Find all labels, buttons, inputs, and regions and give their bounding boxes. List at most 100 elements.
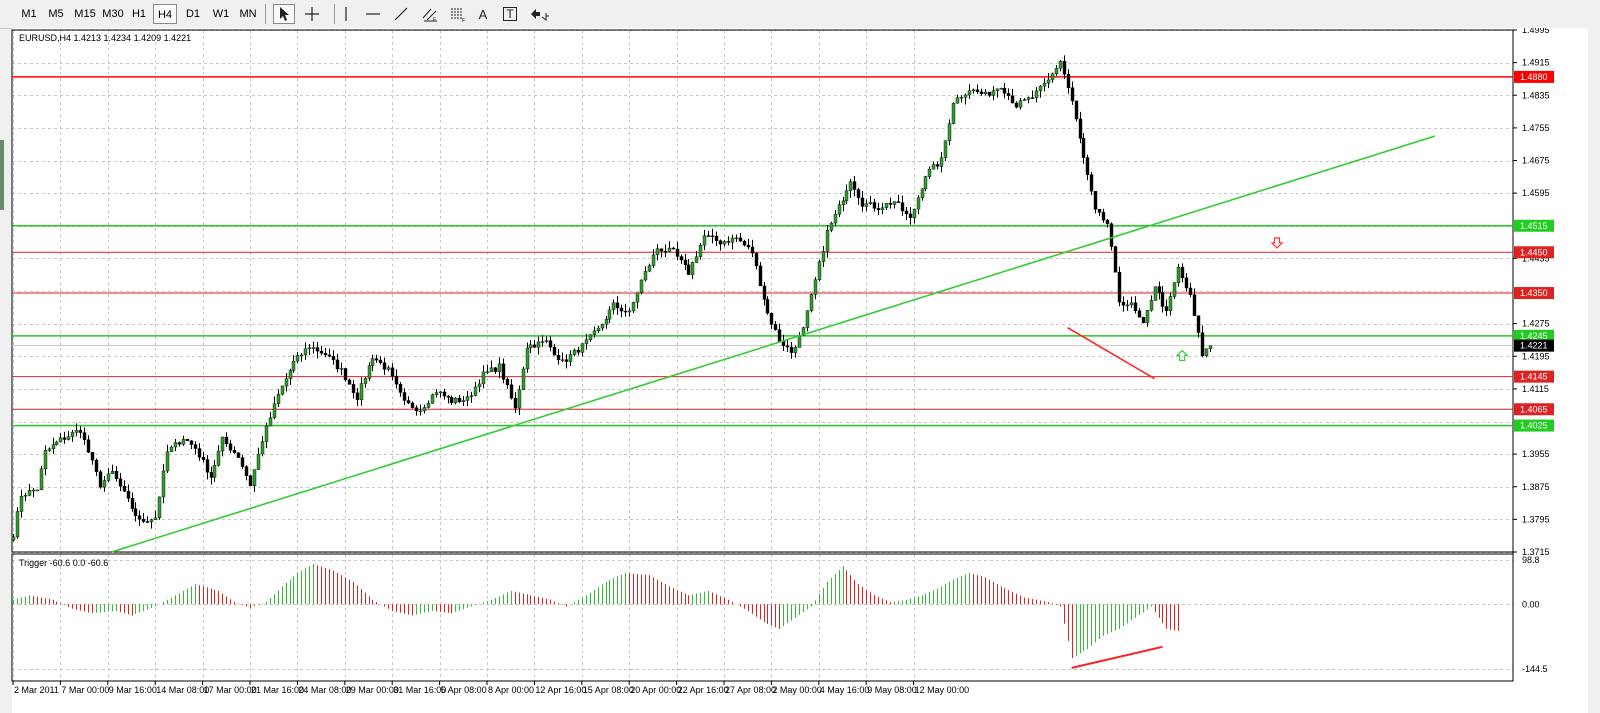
price-axis-label: 1.3955 [1522,449,1550,459]
time-axis-label: 14 Mar 08:00 [156,685,209,695]
candle-body [754,252,759,267]
candle-body [829,222,834,231]
candle-body [422,407,427,412]
candle-body [303,348,308,356]
candle-body [449,397,454,404]
candle-body [935,164,940,167]
price-axis-label: 1.4115 [1522,384,1549,394]
timeframe-d1-button[interactable]: D1 [185,8,201,20]
candle-body [1002,88,1007,94]
candle-body [923,176,928,190]
candle-body [675,248,680,257]
sell-arrow-icon[interactable] [1270,237,1284,249]
time-axis-label: 22 Apr 16:00 [678,685,729,695]
candle-body [173,442,178,448]
timeframe-h4-button[interactable]: H4 [153,4,177,24]
equidistant-channel-tool-button[interactable]: E [419,4,441,24]
candle-body [801,327,806,336]
candle-body [979,91,984,95]
timeframe-w1-button[interactable]: W1 [212,8,230,20]
candle-body [892,201,897,205]
svg-text:E: E [433,17,437,22]
timeframe-h1-button[interactable]: H1 [131,8,147,20]
candle-body [386,367,391,370]
candle-body [655,248,660,256]
timeframe-m30-button[interactable]: M30 [102,8,124,20]
price-divergence-line[interactable] [1067,327,1155,380]
text-tool-button[interactable]: A [472,4,494,24]
candle-body [576,349,581,353]
arrows-tool-button[interactable] [529,4,551,24]
candle-body [74,430,79,433]
candle-body [730,237,735,243]
trendline-tool-button[interactable] [390,4,412,24]
uptrend-line[interactable] [111,135,1436,553]
candle-body [987,91,992,96]
candle-body [501,363,506,380]
chart-window[interactable]: 1.4995 1.4915 1.4835 1.4755 1.4675 1.4595 1.44… [0,28,1600,713]
price-axis-label: 1.4275 [1522,319,1550,329]
candle-body [900,202,905,212]
level-label-box [1514,70,1554,83]
candle-body [264,425,269,442]
candle-body [580,343,585,353]
candle-body [1022,99,1027,101]
candle-body [47,448,52,451]
candle-body [789,346,794,353]
candle-body [722,241,727,245]
candle-body [288,370,293,379]
candle-body [197,448,202,458]
candle-body [943,140,948,158]
candle-body [833,213,838,224]
fibonacci-tool-button[interactable]: F [447,4,469,24]
candle-body [947,123,952,141]
candle-body [920,188,925,198]
indicator-divergence-line[interactable] [1071,645,1163,669]
candle-body [244,466,249,476]
candle-body [240,457,245,467]
level-label: 1.4245 [1520,331,1548,341]
candle-body [216,450,221,466]
candle-body [457,397,462,403]
cursor-tool-button[interactable] [273,4,295,24]
horizontal-line-tool-button[interactable] [362,4,384,24]
candle-body [773,324,778,330]
level-label: 1.4450 [1520,247,1548,257]
price-axis-label: 1.4195 [1522,351,1550,361]
candle-body [51,444,56,449]
candle-body [635,292,640,303]
candle-body [406,400,411,404]
candle-body [165,451,170,472]
timeframe-m5-button[interactable]: M5 [48,8,64,20]
candle-body [643,270,648,281]
candle-body [556,355,561,361]
price-axis-label: 1.4915 [1522,58,1550,68]
candle-body [78,430,83,433]
candle-body [54,441,59,445]
candle-body [639,279,644,293]
timeframe-mn-button[interactable]: MN [239,8,257,20]
candle-body [999,88,1004,90]
buy-arrow-icon[interactable] [1175,349,1189,362]
candle-body [884,202,889,209]
text-label-tool-button[interactable]: T [499,4,521,24]
candle-body [793,347,798,353]
candle-body [975,89,980,93]
candle-body [280,385,285,395]
candle-body [505,378,510,385]
candle-body [1101,212,1106,221]
timeframe-m15-button[interactable]: M15 [74,8,96,20]
price-axis-label: 1.3715 [1522,547,1550,557]
candle-body [363,378,368,384]
candle-body [497,363,502,372]
price-axis-label: 1.4835 [1522,90,1550,100]
candle-body [592,330,597,335]
vertical-line-tool-button[interactable] [335,4,357,24]
candle-body [1160,292,1165,307]
timeframe-m1-button[interactable]: M1 [21,8,37,20]
candle-body [114,471,119,479]
candle-body [209,472,214,478]
candle-body [1093,191,1098,210]
candle-body [327,354,332,357]
crosshair-tool-button[interactable] [301,4,323,24]
